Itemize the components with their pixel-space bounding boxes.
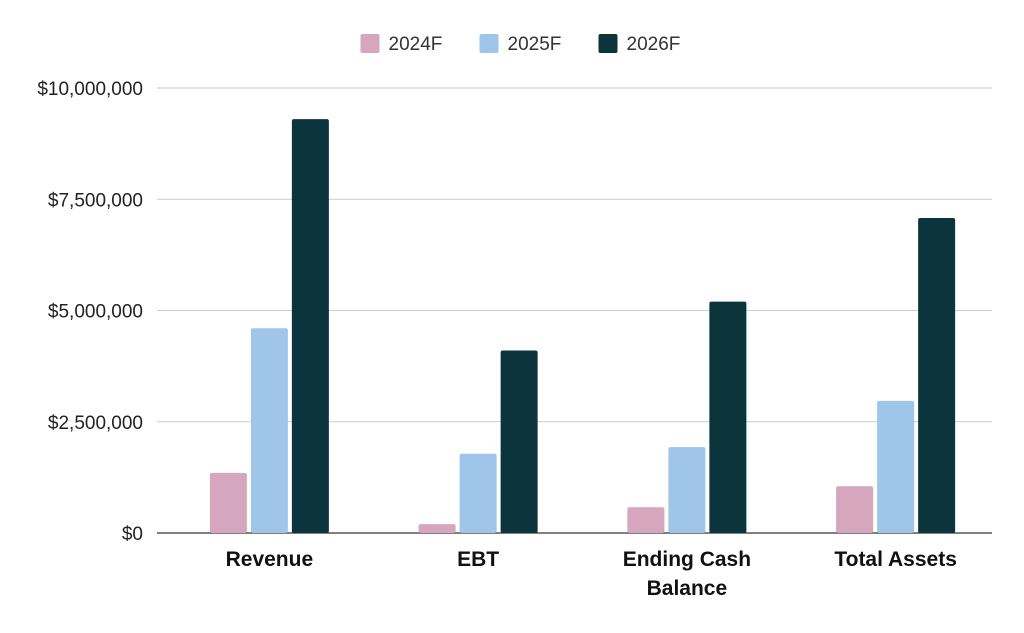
bar-2026F-1 <box>500 350 538 533</box>
legend-label-2025F: 2025F <box>508 34 562 55</box>
legend-label-2026F: 2026F <box>627 34 681 55</box>
x-category-label: Revenue <box>226 548 314 571</box>
x-category-label: Balance <box>647 577 728 600</box>
bar-2025F-3 <box>877 400 915 533</box>
y-tick-label: $5,000,000 <box>48 302 143 323</box>
y-tick-label: $2,500,000 <box>48 413 143 434</box>
bar-2025F-0 <box>250 328 288 533</box>
x-category-label: Ending Cash <box>623 548 751 571</box>
legend-swatch-2025F <box>479 34 499 53</box>
bar-2025F-1 <box>459 453 497 533</box>
bar-2024F-3 <box>836 486 874 533</box>
bar-2024F-0 <box>209 472 247 533</box>
bar-2026F-0 <box>291 119 329 534</box>
legend-swatch-2024F <box>360 34 380 53</box>
x-category-label: EBT <box>457 548 499 571</box>
bar-2024F-1 <box>418 524 456 533</box>
y-tick-label: $10,000,000 <box>37 79 143 100</box>
bar-2026F-2 <box>709 301 747 533</box>
legend-swatch-2026F <box>598 34 618 53</box>
bar-2024F-2 <box>627 507 665 533</box>
bar-2026F-3 <box>918 217 956 533</box>
y-tick-label: $0 <box>122 524 143 545</box>
x-category-label: Total Assets <box>834 548 957 571</box>
legend-label-2024F: 2024F <box>389 34 443 55</box>
bar-2025F-2 <box>668 447 706 533</box>
y-tick-label: $7,500,000 <box>48 190 143 211</box>
